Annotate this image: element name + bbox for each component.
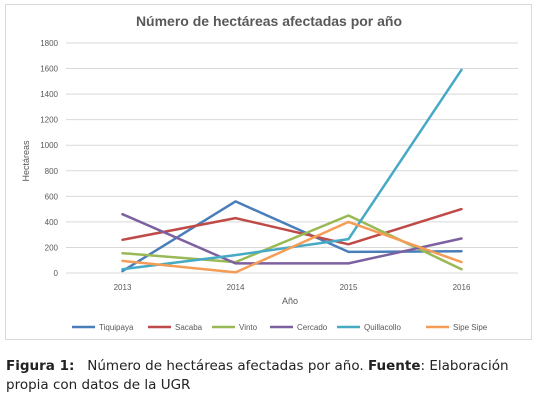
series-line-cercado (121, 212, 463, 265)
caption-source-text: : Elaboración propia con datos de la UGR (6, 358, 509, 393)
series-lines (121, 68, 463, 274)
x-tick-label: 2015 (340, 283, 358, 292)
y-axis-label: Hectáreas (21, 140, 31, 182)
x-tick-labels: 2013 2014 2015 2016 (114, 283, 471, 292)
caption-label: Figura 1: (6, 358, 75, 374)
caption-text: Número de hectáreas afectadas por año. (87, 358, 364, 374)
legend-label: Sipe Sipe (453, 323, 488, 332)
series-line-vinto (121, 214, 463, 271)
y-tick-label: 1800 (40, 39, 58, 48)
legend-label: Quillacollo (364, 323, 401, 332)
x-tick-label: 2014 (227, 283, 245, 292)
legend-label: Cercado (297, 323, 328, 332)
y-tick-label: 1400 (40, 90, 58, 99)
legend: Tiquipaya Sacaba Vinto Cercado Quillacollo Si… (72, 323, 488, 332)
y-tick-label: 1000 (40, 141, 58, 150)
series-line-sipe-sipe (121, 220, 463, 274)
figure-caption: Figura 1: Número de hectáreas afectadas … (6, 357, 526, 395)
y-tick-label: 1600 (40, 65, 58, 74)
y-tick-label: 0 (54, 269, 59, 278)
legend-label: Tiquipaya (99, 323, 134, 332)
chart-title: Número de hectáreas afectadas por año (136, 13, 402, 29)
y-tick-labels: 0 200 400 600 800 1000 1200 1400 1600 1800 (40, 39, 58, 278)
y-tick-label: 800 (45, 167, 59, 176)
legend-label: Sacaba (175, 323, 203, 332)
x-tick-label: 2013 (114, 283, 132, 292)
series-line-sacaba (121, 207, 463, 246)
legend-label: Vinto (239, 323, 258, 332)
y-tick-label: 400 (45, 218, 59, 227)
chart-frame: Número de hectáreas afectadas por año He… (5, 4, 532, 340)
y-tick-label: 200 (45, 243, 59, 252)
x-tick-label: 2016 (453, 283, 471, 292)
caption-source-label: Fuente (367, 358, 421, 374)
y-tick-label: 600 (45, 192, 59, 201)
y-tick-label: 1200 (40, 116, 58, 125)
x-axis-label: Año (282, 296, 298, 306)
line-chart: Número de hectáreas afectadas por año He… (21, 13, 518, 332)
